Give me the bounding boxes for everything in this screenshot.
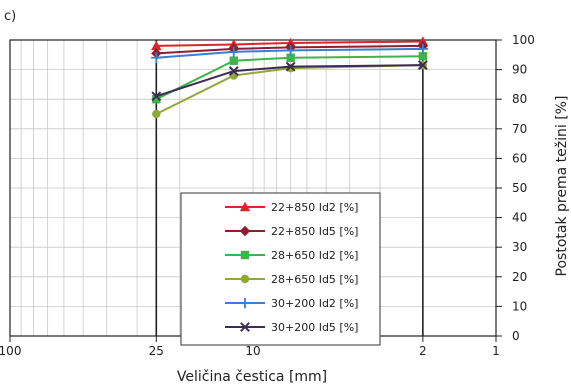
data-point: [228, 66, 239, 76]
legend-item: 22+850 Id5 [%]: [225, 225, 358, 238]
data-point: [229, 56, 238, 65]
y-tick-label: 90: [512, 63, 527, 77]
x-tick-label: 10: [245, 344, 260, 358]
data-point: [285, 45, 296, 56]
series-line: [155, 64, 423, 98]
y-tick-label: 20: [512, 270, 527, 284]
y-tick-label: 80: [512, 92, 527, 106]
data-point: [285, 61, 296, 72]
y-tick-label: 70: [512, 122, 527, 136]
legend-label: 28+650 Id5 [%]: [271, 273, 358, 286]
data-point: [151, 91, 162, 102]
y-tick-label: 50: [512, 181, 527, 195]
legend-item: 22+850 Id2 [%]: [225, 201, 358, 214]
x-axis-title: Veličina čestica [mm]: [177, 369, 327, 385]
legend-swatch-marker: [239, 225, 251, 237]
data-point: [417, 43, 429, 55]
panel-label: c): [4, 9, 16, 24]
legend-swatch-marker: [239, 201, 251, 212]
y-tick-label: 40: [512, 211, 527, 225]
y-tick-label: 10: [512, 299, 527, 313]
legend-item: 30+200 Id5 [%]: [225, 321, 358, 334]
legend-swatch-marker: [240, 250, 250, 260]
legend-label: 22+850 Id2 [%]: [271, 201, 358, 214]
x-tick-label: 2: [419, 344, 427, 358]
series-line: [155, 55, 423, 101]
legend-swatch-marker: [240, 322, 250, 332]
legend-label: 22+850 Id5 [%]: [271, 225, 358, 238]
legend-label: 28+650 Id2 [%]: [271, 249, 358, 262]
data-point: [151, 40, 162, 51]
x-tick-label: 25: [149, 344, 164, 358]
y-tick-label: 100: [512, 33, 535, 47]
data-point: [417, 60, 428, 71]
legend-swatch-marker: [240, 274, 250, 284]
data-point: [152, 109, 161, 119]
data-point: [286, 53, 295, 62]
legend-label: 30+200 Id2 [%]: [271, 297, 358, 310]
data-point: [151, 52, 162, 63]
y-axis-title: Postotak prema težini [%]: [554, 96, 570, 277]
series-6: [151, 60, 428, 102]
y-tick-label: 0: [512, 329, 520, 343]
legend-swatch-marker: [239, 297, 251, 309]
data-point: [152, 95, 161, 104]
series-line: [156, 44, 423, 55]
legend-label: 30+200 Id5 [%]: [271, 321, 358, 334]
x-tick-label: 100: [0, 344, 21, 358]
x-axis-ticks: 100 25 10 2 1: [0, 336, 500, 358]
x-tick-label: 1: [492, 344, 500, 358]
data-point: [418, 52, 428, 61]
legend-box: [180, 192, 381, 346]
data-point: [228, 46, 239, 58]
legend-item: 28+650 Id5 [%]: [225, 273, 358, 286]
series-line: [156, 40, 423, 47]
y-tick-label: 60: [512, 151, 527, 165]
y-axis-ticks: 0 10 20 30 40 50 60 70 80 90 100: [496, 33, 535, 343]
legend: 22+850 Id2 [%] 22+850 Id5 [%] 28+650 Id2 […: [180, 192, 381, 346]
legend-item: 30+200 Id2 [%]: [225, 297, 358, 310]
y-tick-label: 30: [512, 240, 527, 254]
series-3: [152, 52, 428, 104]
legend-item: 28+650 Id2 [%]: [225, 249, 358, 262]
series-line: [156, 47, 423, 59]
data-point: [286, 63, 295, 73]
series-group: [151, 36, 429, 119]
series-5: [151, 43, 429, 63]
